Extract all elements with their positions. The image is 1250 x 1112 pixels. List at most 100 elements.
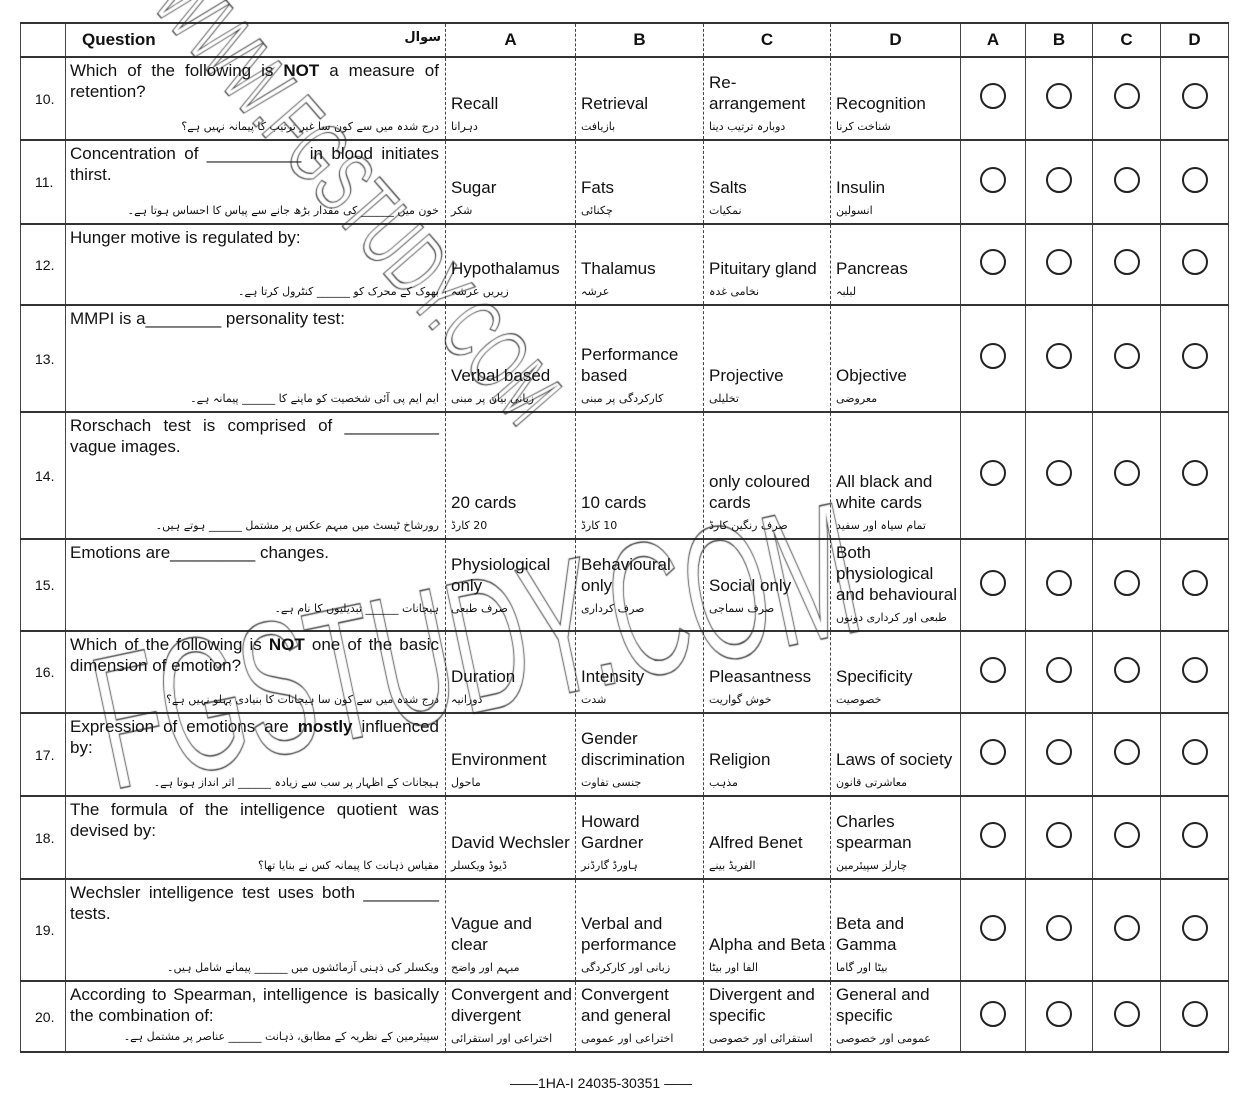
answer-bubble-b[interactable] (1046, 656, 1072, 683)
answer-bubble-d[interactable] (1181, 460, 1208, 486)
question-label-en: Question (82, 30, 156, 49)
question-number: 13. (20, 305, 66, 413)
answer-bubble-a[interactable] (980, 460, 1006, 486)
answer-bubble-d[interactable] (1181, 1001, 1208, 1027)
answer-bubble-b[interactable] (1046, 739, 1072, 765)
answer-bubble-a[interactable] (980, 1001, 1006, 1027)
option-text-urdu: خوش گواریت (709, 693, 772, 706)
answer-bubble-d[interactable] (1181, 83, 1208, 109)
answer-bubble-c[interactable] (1113, 569, 1140, 596)
question-row: 17. Expression of emotions are mostly inf… (20, 713, 1229, 797)
question-emphasis: mostly (297, 717, 353, 736)
answer-bubble-a[interactable] (980, 739, 1006, 765)
question-number: 11. (20, 140, 66, 225)
question-text-urdu: درج شدہ میں سے کون سا ہیجانات کا بنیادی … (166, 693, 439, 706)
answer-bubble-a[interactable] (980, 166, 1006, 193)
option-b: Thalamus عرشہ (575, 224, 704, 306)
question-text-urdu: بھوک کے محرک کو ______ کنٹرول کرتا ہے۔ (238, 285, 439, 298)
answer-bubble-a[interactable] (980, 914, 1006, 941)
question-row: 19. Wechsler intelligence test uses both … (20, 879, 1229, 982)
answer-bubble-a[interactable] (980, 83, 1006, 109)
option-text-urdu: عمومی اور خصوصی (836, 1032, 931, 1045)
answer-bubble-c[interactable] (1113, 343, 1140, 369)
answer-bubble-b[interactable] (1046, 822, 1072, 848)
answer-bubble-cell (1160, 981, 1229, 1053)
answer-bubble-cell (1160, 224, 1229, 306)
option-d: Specificity خصوصیت (830, 631, 961, 714)
answer-bubble-d[interactable] (1181, 822, 1208, 848)
answer-bubble-c[interactable] (1113, 739, 1140, 765)
answer-bubble-cell (1025, 631, 1093, 714)
answer-bubble-cell (1025, 140, 1093, 225)
option-content: 20 cards 20 کارڈ (446, 413, 575, 538)
option-text: Verbal and performance (581, 914, 677, 954)
question-segment: Which of the following is (70, 61, 284, 80)
option-text: Sugar (451, 178, 497, 197)
answer-bubble-c[interactable] (1113, 83, 1140, 109)
question-emphasis: NOT (268, 635, 305, 654)
option-text-urdu: انسولین (836, 204, 873, 217)
option-text: Hypothalamus (451, 259, 560, 278)
option-content: Both physiological and behavioural طبعی ا… (831, 540, 960, 630)
question-content: Rorschach test is comprised of _________… (66, 413, 445, 538)
option-c: Salts نمکیات (703, 140, 831, 225)
answer-bubble-d[interactable] (1181, 343, 1208, 369)
answer-bubble-b[interactable] (1046, 914, 1072, 941)
question-cell: According to Spearman, intelligence is b… (65, 981, 446, 1053)
option-content: Alfred Benet الفریڈ بینے (704, 797, 830, 878)
option-b: Verbal and performance زبانی اور کارکردگی (575, 879, 704, 982)
answer-bubble-d[interactable] (1181, 569, 1208, 596)
answer-bubble-c[interactable] (1113, 460, 1140, 486)
answer-bubble-d[interactable] (1181, 739, 1208, 765)
answer-bubble-d[interactable] (1181, 249, 1208, 275)
answer-bubble-b[interactable] (1046, 1001, 1072, 1027)
answer-bubble-c[interactable] (1113, 656, 1140, 683)
option-content: Re-arrangement دوبارہ ترتیب دینا (704, 58, 830, 139)
answer-bubble-d[interactable] (1181, 166, 1208, 193)
option-text: Convergent and divergent (451, 985, 572, 1025)
option-text-urdu: الفا اور بیٹا (709, 961, 759, 974)
question-row: 13. MMPI is a________ personality test: ای… (20, 305, 1229, 413)
question-number: 10. (20, 57, 66, 141)
option-text-urdu: بازیافت (581, 120, 616, 133)
answer-bubble-cell (1092, 631, 1161, 714)
option-text: Pancreas (836, 259, 908, 278)
answer-bubble-cell (1092, 879, 1161, 982)
answer-bubble-cell (1025, 305, 1093, 413)
option-text: Behavioural only (581, 555, 671, 595)
answer-bubble-a[interactable] (980, 343, 1006, 369)
option-content: Fats چکنائی (576, 141, 703, 223)
answer-bubble-cell (960, 631, 1026, 714)
answer-bubble-a[interactable] (980, 822, 1006, 848)
answer-bubble-a[interactable] (980, 656, 1006, 683)
option-text-urdu: تخلیلی (709, 392, 739, 405)
answer-bubble-d[interactable] (1181, 656, 1208, 683)
answer-bubble-b[interactable] (1046, 343, 1072, 369)
answer-bubble-b[interactable] (1046, 83, 1072, 109)
option-a: Sugar شکر (445, 140, 576, 225)
answer-bubble-b[interactable] (1046, 249, 1072, 275)
answer-bubble-c[interactable] (1113, 249, 1140, 275)
answer-bubble-c[interactable] (1113, 822, 1140, 848)
answer-bubble-b[interactable] (1046, 569, 1072, 596)
option-content: Performance based کارکردگی پر مبنی (576, 306, 703, 411)
option-content: Verbal based زبانی بیان پر مبنی (446, 306, 575, 411)
question-cell: The formula of the intelligence quotient… (65, 796, 446, 880)
option-a: Recall دہرانا (445, 57, 576, 141)
question-content: The formula of the intelligence quotient… (66, 797, 445, 878)
option-content: Vague and clear مبہم اور واضح (446, 880, 575, 980)
option-text-urdu: شناخت کرنا (836, 120, 891, 133)
answer-bubble-a[interactable] (980, 569, 1006, 596)
answer-bubble-c[interactable] (1113, 166, 1140, 193)
option-text: Recognition (836, 94, 926, 113)
option-content: Projective تخلیلی (704, 306, 830, 411)
answer-bubble-c[interactable] (1113, 1001, 1140, 1027)
answer-bubble-b[interactable] (1046, 460, 1072, 486)
option-text: Intensity (581, 667, 645, 686)
answer-bubble-d[interactable] (1181, 914, 1208, 941)
option-content: Charles spearman چارلز سپیئرمین (831, 797, 960, 878)
question-content: Hunger motive is regulated by: بھوک کے مح… (66, 225, 445, 304)
answer-bubble-b[interactable] (1046, 166, 1072, 193)
answer-bubble-a[interactable] (980, 249, 1006, 275)
answer-bubble-c[interactable] (1113, 914, 1140, 941)
